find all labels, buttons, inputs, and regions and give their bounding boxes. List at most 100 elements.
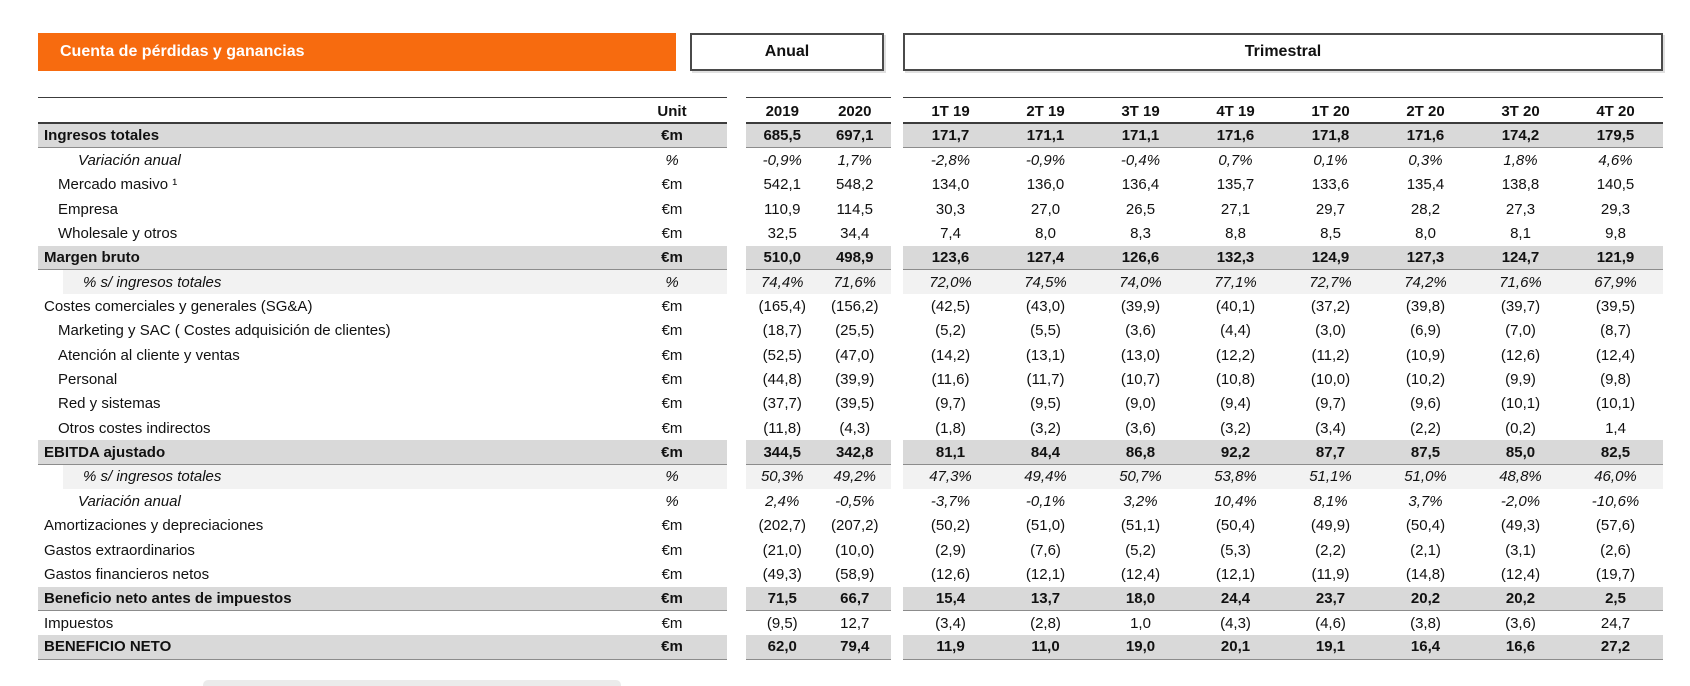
row-label: Empresa xyxy=(58,200,119,218)
column-gap xyxy=(891,562,903,586)
column-gap xyxy=(891,392,903,416)
row-label: BENEFICIO NETO xyxy=(44,638,172,656)
quarter-cell: 1,8% xyxy=(1503,152,1538,170)
row-band-quarters: 47,3% 49,4% 50,7% 53,8% 51,1% 51,0% 48,8% 46,0% xyxy=(903,464,1663,490)
quarter-cell: 0,7% xyxy=(1218,152,1253,170)
quarter-cell: 81,1 xyxy=(935,443,966,461)
annual-cell: (21,0) xyxy=(762,541,802,559)
column-gap xyxy=(891,197,903,221)
quarter-cell: (2,2) xyxy=(1410,419,1441,437)
quarter-cell: (3,6) xyxy=(1505,614,1536,632)
row-band-left: Otros costes indirectos €m xyxy=(38,416,727,440)
row-label: Amortizaciones y depreciaciones xyxy=(44,517,264,535)
quarter-cell: (42,5) xyxy=(930,298,971,316)
row-label: Costes comerciales y generales (SG&A) xyxy=(44,298,313,316)
column-gap xyxy=(891,538,903,562)
quarter-cell: (3,2) xyxy=(1220,419,1251,437)
annual-cell: 50,3% xyxy=(760,468,804,486)
quarter-cell: 3,7% xyxy=(1408,492,1443,510)
annual-cell: (39,5) xyxy=(835,395,875,413)
row-band-annual: 50,3% 49,2% xyxy=(746,464,891,490)
quarter-cell: 49,4% xyxy=(1024,468,1067,486)
quarter-cell: (5,2) xyxy=(935,322,966,340)
table-row: % s/ ingresos totales% 50,3% 49,2% 47,3% 49,… xyxy=(38,464,1663,490)
row-band-quarters: (2,9) (7,6) (5,2) (5,3) (2,2) (2,1) (3,1) (2,6) xyxy=(903,538,1663,562)
quarter-cell: 123,6 xyxy=(931,248,970,266)
annual-cell: 79,4 xyxy=(840,638,870,656)
column-gap xyxy=(891,173,903,197)
quarter-cell: 20,1 xyxy=(1220,638,1251,656)
column-gap xyxy=(727,465,746,489)
annual-cell: 32,5 xyxy=(767,225,797,243)
quarter-cell: 51,0% xyxy=(1404,468,1447,486)
column-gap xyxy=(727,270,746,294)
quarter-cell: (5,3) xyxy=(1220,541,1251,559)
quarter-cell: (19,7) xyxy=(1595,565,1636,583)
row-band-left: Red y sistemas €m xyxy=(38,392,727,416)
quarter-cell: (9,7) xyxy=(1315,395,1346,413)
quarter-cell: 18,0 xyxy=(1125,589,1156,607)
quarter-cell: 10,4% xyxy=(1214,492,1257,510)
quarter-column-header: 4T 19 xyxy=(1216,103,1255,120)
annual-cell: 66,7 xyxy=(840,589,870,607)
table-row: Red y sistemas €m (37,7) (39,5) (9,7) (9,5) (9… xyxy=(38,392,1663,416)
quarter-cell: 8,0 xyxy=(1035,225,1056,243)
quarter-cell: (7,0) xyxy=(1505,322,1536,340)
column-gap xyxy=(727,294,746,318)
column-gap xyxy=(727,538,746,562)
quarter-cell: 23,7 xyxy=(1315,589,1346,607)
quarter-cell: -10,6% xyxy=(1591,492,1640,510)
quarter-cell: 29,3 xyxy=(1600,200,1631,218)
quarter-cell: (50,2) xyxy=(930,517,971,535)
column-gap xyxy=(891,343,903,367)
quarter-cell: (2,2) xyxy=(1315,541,1346,559)
quarter-cell: (49,9) xyxy=(1310,517,1351,535)
column-gap xyxy=(891,294,903,318)
column-gap xyxy=(891,514,903,538)
quarter-cell: 27,3 xyxy=(1505,200,1536,218)
row-band-quarters: 171,7 171,1 171,1 171,6 171,8 171,6 174,2 179,5 xyxy=(903,124,1663,149)
table-row: Margen bruto €m 510,0 498,9 123,6 127,4 126,6 1… xyxy=(38,245,1663,271)
row-band-quarters: 134,0 136,0 136,4 135,7 133,6 135,4 138,8 140,5 xyxy=(903,173,1663,197)
quarter-cell: 7,4 xyxy=(940,225,961,243)
quarter-cell: 16,6 xyxy=(1505,638,1536,656)
annual-group-box: Anual xyxy=(690,33,884,71)
row-band-left: Gastos financieros netos €m xyxy=(38,562,727,586)
quarter-cell: (51,0) xyxy=(1025,517,1066,535)
header-band-annual: 2019 2020 xyxy=(746,97,891,124)
column-gap xyxy=(891,319,903,343)
annual-cell: 49,2% xyxy=(833,468,877,486)
quarter-cell: 84,4 xyxy=(1030,443,1061,461)
row-unit: % xyxy=(665,492,679,510)
column-gap xyxy=(891,416,903,440)
quarter-column-header: 2T 20 xyxy=(1406,103,1445,120)
annual-cell: (49,3) xyxy=(762,565,802,583)
quarter-cell: 16,4 xyxy=(1410,638,1441,656)
quarter-cell: (9,7) xyxy=(935,395,966,413)
quarter-cell: 72,0% xyxy=(929,273,972,291)
table-row: BENEFICIO NETO €m 62,0 79,4 11,9 11,0 19,0 20,1… xyxy=(38,635,1663,660)
row-label: Gastos financieros netos xyxy=(44,565,210,583)
quarter-cell: (51,1) xyxy=(1120,517,1161,535)
annual-cell: 697,1 xyxy=(835,127,874,145)
quarter-cell: (3,1) xyxy=(1505,541,1536,559)
row-label: % s/ ingresos totales xyxy=(83,468,222,486)
row-band-quarters: (14,2) (13,1) (13,0) (12,2) (11,2) (10,9) (12,… xyxy=(903,343,1663,367)
quarter-cell: 20,2 xyxy=(1410,589,1441,607)
row-label: Gastos extraordinarios xyxy=(44,541,195,559)
table-row: EBITDA ajustado €m 344,5 342,8 81,1 84,4 86,8 9… xyxy=(38,440,1663,465)
quarter-cell: 136,0 xyxy=(1026,176,1065,194)
quarter-cell: (39,5) xyxy=(1595,298,1636,316)
annual-cell: 342,8 xyxy=(835,443,874,461)
quarter-cell: 1,4 xyxy=(1605,419,1626,437)
quarter-cell: 46,0% xyxy=(1594,468,1637,486)
quarter-cell: 134,0 xyxy=(931,176,970,194)
column-gap xyxy=(891,489,903,513)
row-unit: €m xyxy=(661,200,683,218)
quarter-cell: (3,6) xyxy=(1125,419,1156,437)
quarter-cell: 74,5% xyxy=(1024,273,1067,291)
row-band-left: Empresa €m xyxy=(38,197,727,221)
quarter-cell: (5,2) xyxy=(1125,541,1156,559)
row-unit: €m xyxy=(661,419,683,437)
